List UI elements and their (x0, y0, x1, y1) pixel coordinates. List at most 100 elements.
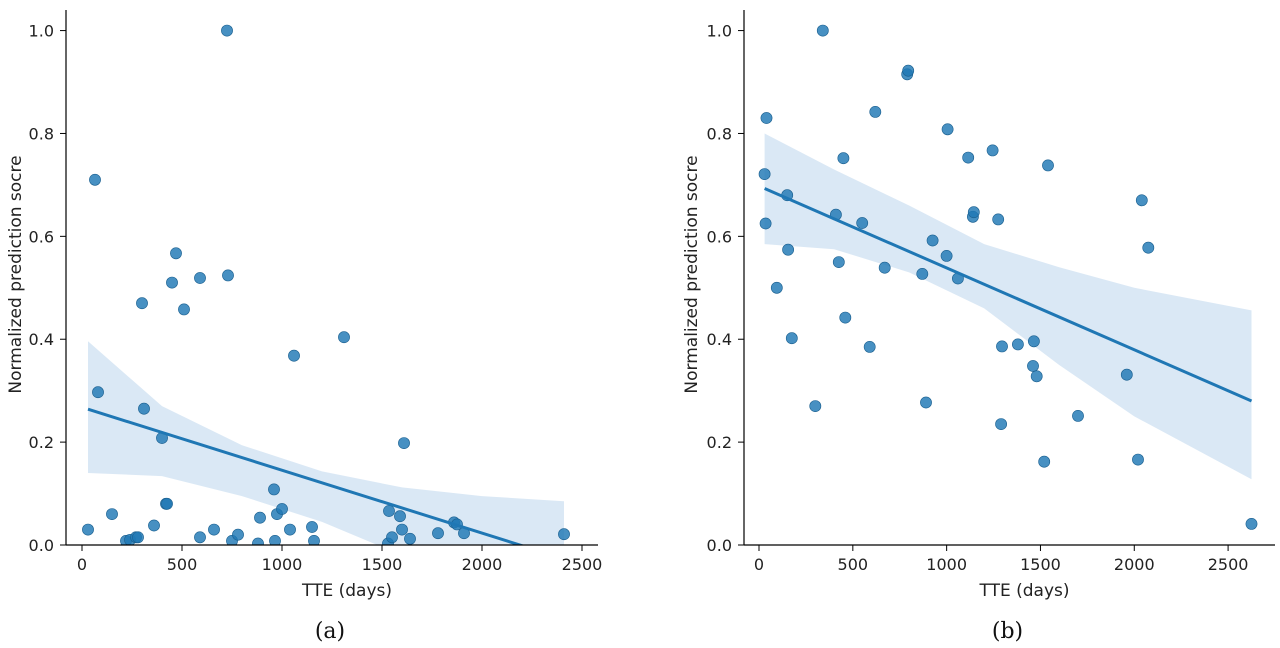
data-point (1012, 338, 1024, 351)
regression-line (764, 187, 1253, 403)
panel-b: 0 500 1000 1500 2000 2500 0.0 0.2 0.4 0.6 0.8 1.0 TT… (682, 10, 1275, 644)
data-point (832, 256, 845, 268)
data-point (1038, 455, 1051, 468)
data-point (432, 527, 444, 540)
data-point (1042, 159, 1054, 172)
data-point (132, 531, 144, 544)
data-point (306, 521, 318, 533)
data-point (276, 503, 288, 515)
data-point (170, 247, 182, 260)
data-point (268, 483, 280, 496)
data-point (1030, 370, 1043, 383)
data-point (106, 508, 118, 520)
data-point (161, 497, 173, 510)
data-point (856, 217, 869, 229)
x-tick-label: 0 (77, 555, 87, 574)
data-point (338, 331, 350, 344)
x-tick-label: 500 (838, 555, 869, 574)
data-point (837, 152, 850, 165)
data-point (782, 243, 794, 256)
data-point (759, 217, 772, 230)
y-tick-label: 1.0 (707, 22, 732, 41)
data-point (940, 249, 953, 262)
data-point (222, 269, 234, 282)
data-point (396, 523, 408, 536)
data-point (996, 340, 1008, 353)
y-tick-label: 0.0 (707, 536, 732, 555)
data-point (986, 144, 999, 157)
y-tick-label: 0.6 (707, 227, 732, 246)
data-point (785, 332, 798, 345)
data-point (89, 173, 101, 186)
x-tick-label: 1500 (1020, 555, 1061, 574)
regression-line (87, 407, 525, 545)
data-point (992, 213, 1005, 226)
data-point (194, 531, 206, 544)
y-tick-label: 1.0 (29, 22, 54, 41)
confidence-band (764, 133, 1252, 480)
data-point (1132, 453, 1144, 466)
data-point (1245, 518, 1258, 530)
x-tick-label: 1000 (262, 555, 303, 574)
data-point (284, 523, 296, 536)
data-point (1135, 194, 1148, 207)
confidence-band (88, 341, 564, 545)
data-point (962, 151, 975, 164)
y-tick-label: 0.2 (707, 433, 732, 452)
data-point (869, 106, 882, 118)
x-tick-label: 2000 (462, 555, 503, 574)
data-point (232, 528, 244, 541)
panel-a: 0 500 1000 1500 2000 2500 0.0 0.2 0.4 0.6 0.8 1.0 TT… (6, 10, 602, 644)
data-point (1028, 335, 1040, 348)
data-point (995, 418, 1007, 430)
data-point (398, 437, 410, 449)
x-axis-label: TTE (days) (978, 581, 1069, 601)
data-point (926, 234, 939, 247)
panel-caption: (b) (992, 619, 1023, 644)
data-point (558, 528, 570, 541)
y-tick-label: 0.0 (29, 536, 54, 555)
data-point (809, 400, 822, 412)
y-tick-label: 0.6 (29, 227, 54, 246)
x-tick-label: 0 (754, 555, 764, 574)
data-point (967, 206, 980, 219)
x-tick-label: 500 (167, 555, 198, 574)
data-point (920, 396, 932, 409)
data-point (758, 168, 771, 180)
data-point (941, 123, 954, 136)
data-point (386, 531, 398, 544)
y-axis-label: Normalized prediction socre (6, 155, 26, 393)
y-tick-label: 0.2 (29, 433, 54, 452)
y-tick-label: 0.8 (29, 124, 54, 143)
x-tick-label: 1500 (362, 555, 403, 574)
x-tick-label: 1000 (926, 555, 967, 574)
data-point (839, 311, 852, 324)
data-point (254, 511, 266, 524)
data-point (1027, 360, 1039, 372)
panel-caption: (a) (315, 619, 345, 644)
y-tick-label: 0.8 (707, 124, 732, 143)
data-point (816, 24, 829, 37)
y-tick-label: 0.4 (29, 330, 54, 349)
data-point (308, 535, 320, 545)
y-tick-label: 0.4 (707, 330, 732, 349)
data-point (760, 112, 773, 124)
data-point (269, 535, 281, 545)
x-tick-label: 2000 (1114, 555, 1155, 574)
data-point (902, 64, 915, 77)
data-point (288, 349, 300, 362)
data-point (138, 402, 150, 415)
data-point (383, 505, 395, 517)
data-point (916, 267, 929, 280)
data-point (92, 386, 104, 399)
data-point (148, 519, 160, 532)
data-point (1120, 368, 1133, 381)
x-tick-label: 2500 (1208, 555, 1249, 574)
data-point (1072, 409, 1084, 422)
x-axis-label: TTE (days) (301, 581, 392, 601)
y-axis-label: Normalized prediction socre (682, 155, 702, 393)
data-point (770, 281, 783, 294)
data-point (136, 297, 148, 310)
data-point (221, 24, 233, 37)
data-point (1142, 241, 1155, 254)
